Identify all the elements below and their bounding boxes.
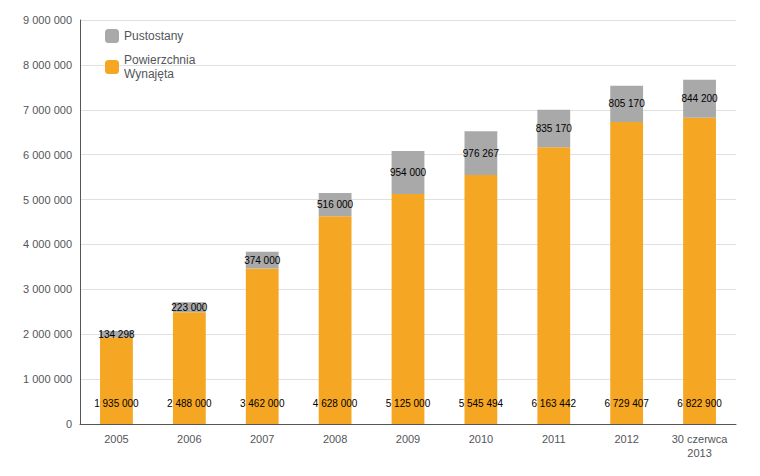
- svg-text:2009: 2009: [396, 433, 420, 445]
- svg-text:2005: 2005: [104, 433, 128, 445]
- svg-text:2008: 2008: [323, 433, 347, 445]
- svg-text:2013: 2013: [687, 447, 711, 459]
- svg-text:2 488 000: 2 488 000: [167, 398, 212, 409]
- svg-text:1 000 000: 1 000 000: [23, 373, 72, 385]
- svg-text:223 000: 223 000: [171, 302, 208, 313]
- svg-text:6 163 442: 6 163 442: [532, 398, 577, 409]
- svg-text:0: 0: [66, 418, 72, 430]
- svg-text:6 000 000: 6 000 000: [23, 149, 72, 161]
- svg-text:Wynajęta: Wynajęta: [124, 67, 174, 81]
- svg-text:6 822 900: 6 822 900: [677, 398, 722, 409]
- svg-text:844 200: 844 200: [681, 93, 718, 104]
- svg-text:Pustostany: Pustostany: [124, 29, 183, 43]
- svg-text:2 000 000: 2 000 000: [23, 328, 72, 340]
- svg-text:4 628 000: 4 628 000: [313, 398, 358, 409]
- svg-text:516 000: 516 000: [317, 199, 354, 210]
- svg-text:134 298: 134 298: [98, 329, 135, 340]
- svg-text:7 000 000: 7 000 000: [23, 104, 72, 116]
- svg-text:2007: 2007: [250, 433, 274, 445]
- svg-text:805 170: 805 170: [609, 98, 646, 109]
- svg-text:Powierzchnia: Powierzchnia: [124, 53, 196, 67]
- svg-text:6 729 407: 6 729 407: [604, 398, 649, 409]
- svg-text:2011: 2011: [542, 433, 566, 445]
- svg-text:3 000 000: 3 000 000: [23, 283, 72, 295]
- svg-text:374 000: 374 000: [244, 255, 281, 266]
- svg-text:954 000: 954 000: [390, 167, 427, 178]
- svg-text:9 000 000: 9 000 000: [23, 14, 72, 26]
- svg-text:8 000 000: 8 000 000: [23, 59, 72, 71]
- svg-text:5 545 494: 5 545 494: [459, 398, 504, 409]
- svg-text:2010: 2010: [469, 433, 493, 445]
- svg-text:5 125 000: 5 125 000: [386, 398, 431, 409]
- svg-text:3 462 000: 3 462 000: [240, 398, 285, 409]
- svg-text:835 170: 835 170: [536, 123, 573, 134]
- svg-text:2006: 2006: [177, 433, 201, 445]
- svg-text:4 000 000: 4 000 000: [23, 238, 72, 250]
- svg-text:976 267: 976 267: [463, 148, 500, 159]
- svg-text:1 935 000: 1 935 000: [94, 398, 139, 409]
- svg-text:5 000 000: 5 000 000: [23, 194, 72, 206]
- svg-text:30 czerwca: 30 czerwca: [672, 433, 729, 445]
- svg-text:2012: 2012: [614, 433, 638, 445]
